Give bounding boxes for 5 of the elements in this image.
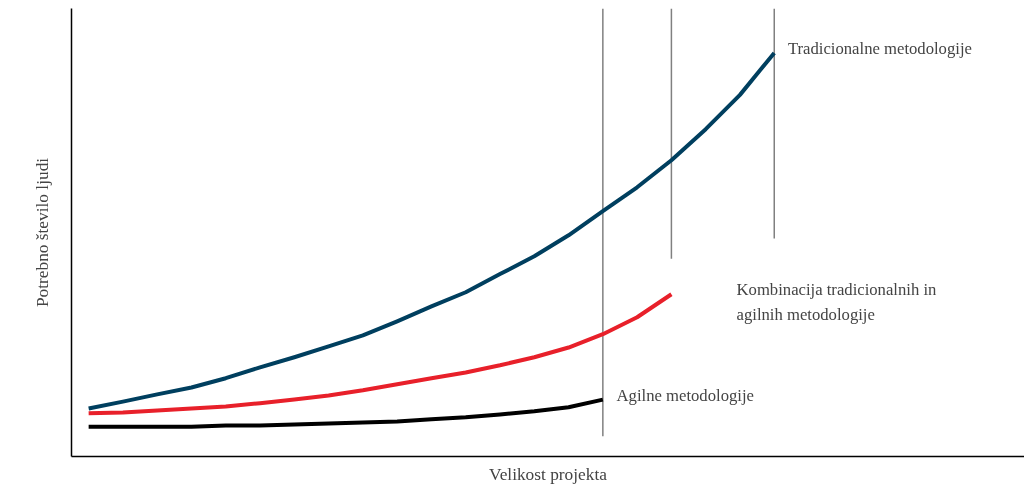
x-axis-title: Velikost projekta <box>489 464 608 484</box>
y-axis-title: Potrebno število ljudi <box>32 157 52 308</box>
series-label: Agilne metodologije <box>616 386 754 406</box>
text: Kombinacija tradicionalnih in agilnih metodologije <box>736 280 938 325</box>
series-label: Tradicionalne metodologije <box>787 39 972 59</box>
